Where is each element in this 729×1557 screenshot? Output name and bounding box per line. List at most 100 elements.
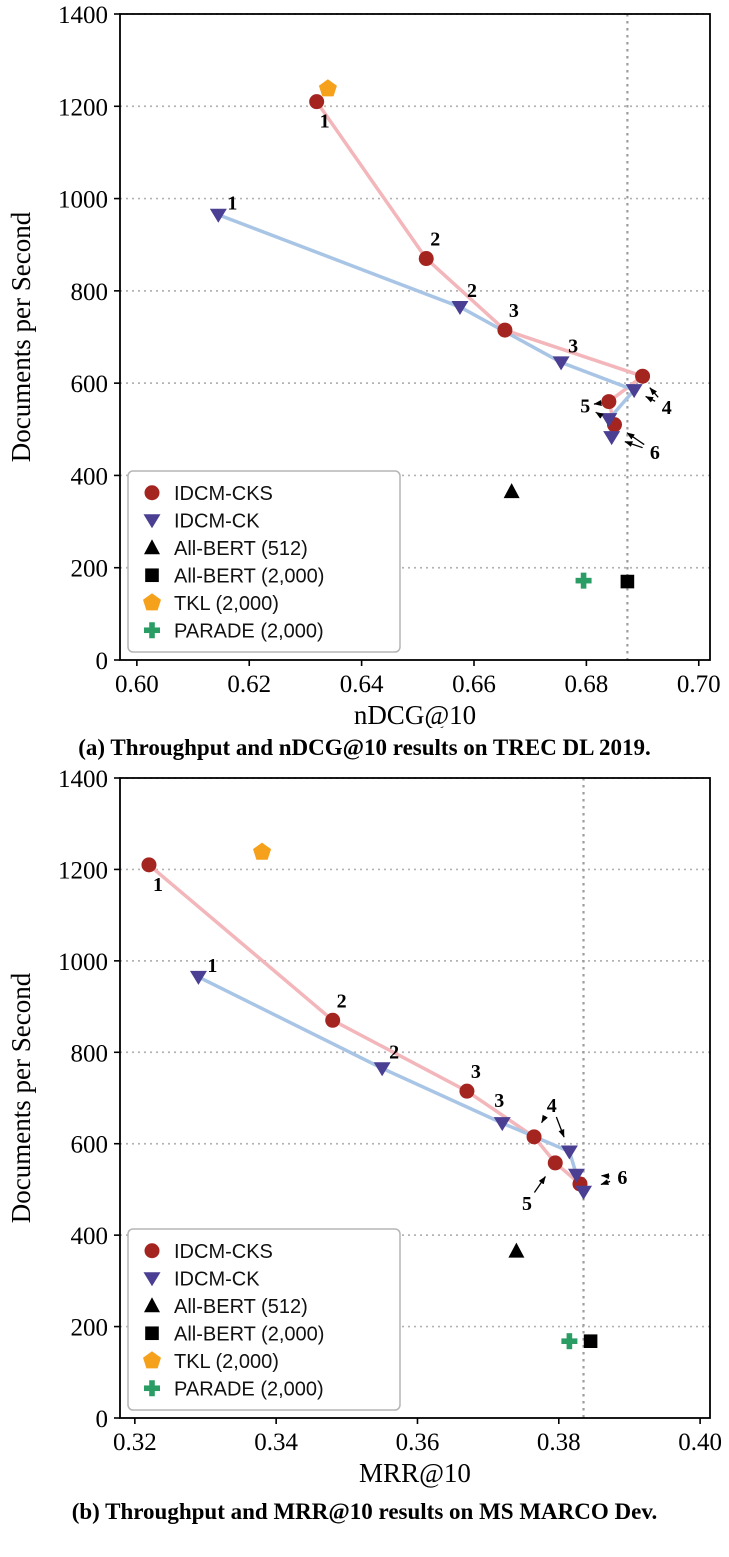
x-tick-label: 0.36 [396, 1429, 440, 1456]
x-tick-label: 0.62 [227, 671, 271, 698]
data-point [508, 1242, 525, 1258]
series-idcm-ck: 1 2 3 [189, 955, 593, 1200]
point-label: 1 [227, 193, 237, 215]
legend-marker-idcm-ck [143, 514, 161, 529]
data-point [253, 842, 272, 860]
point-label: 2 [389, 1041, 399, 1063]
annotations: 4 5 6 [580, 387, 672, 464]
legend-marker-all-bert-512 [144, 539, 160, 555]
annotation-label: 6 [650, 442, 660, 464]
x-tick-label: 0.64 [340, 671, 384, 698]
legend-label-all-bert-512: All-BERT (512) [174, 538, 308, 560]
y-tick-label: 800 [71, 279, 109, 306]
axis-ticks: 0.32 0.34 0.36 0.38 0.40 0 200 400 600 800 1000 120… [58, 768, 722, 1456]
series-parade-2-000 [575, 572, 592, 589]
legend-label-all-bert-2-000: All-BERT (2,000) [174, 565, 324, 587]
legend-label-parade-2-000: PARADE (2,000) [174, 620, 324, 642]
y-tick-label: 1200 [58, 857, 108, 884]
y-tick-label: 1200 [58, 94, 108, 121]
y-tick-label: 600 [71, 1132, 109, 1159]
series-tkl-2-000 [253, 842, 272, 860]
data-point [493, 1117, 511, 1132]
legend: IDCM-CKS IDCM-CK All-BERT (512) All-BERT (2… [127, 470, 401, 653]
y-tick-label: 400 [71, 1223, 109, 1250]
annotation-label: 4 [662, 397, 672, 419]
data-point [189, 970, 207, 985]
data-point [583, 1334, 598, 1348]
legend-label-idcm-ck: IDCM-CK [174, 510, 260, 532]
data-point [567, 1168, 585, 1183]
point-label: 2 [467, 280, 477, 302]
data-point [603, 431, 621, 446]
legend-marker-idcm-ck [143, 1272, 161, 1287]
series-line-idcm-cks [147, 863, 582, 1186]
data-point [575, 572, 592, 589]
legend-label-idcm-cks: IDCM-CKS [174, 1241, 273, 1263]
legend-label-all-bert-512: All-BERT (512) [174, 1296, 308, 1318]
legend-marker-all-bert-2-000 [145, 568, 159, 583]
data-point [209, 208, 227, 223]
series-idcm-cks: 1 2 3 [309, 94, 651, 433]
series-parade-2-000 [561, 1333, 578, 1350]
annotation-label: 6 [617, 1167, 627, 1189]
legend-label-tkl-2-000: TKL (2,000) [174, 593, 279, 615]
plot-border [119, 777, 711, 1419]
x-axis-label: nDCG@10 [354, 700, 476, 728]
plot-border [119, 13, 711, 661]
legend-marker-parade-2-000 [144, 622, 160, 639]
point-label: 2 [337, 990, 347, 1012]
axis-ticks: 0.60 0.62 0.64 0.66 0.68 0.70 0 200 400 600 800 100… [58, 2, 721, 698]
y-tick-label: 1400 [58, 768, 108, 793]
legend-label-all-bert-2-000: All-BERT (2,000) [174, 1323, 324, 1345]
point-label: 1 [153, 874, 163, 896]
series-idcm-ck: 1 2 3 [209, 193, 643, 446]
series-all-bert-512 [503, 483, 520, 499]
x-tick-label: 0.60 [115, 671, 159, 698]
point-label: 1 [320, 111, 330, 133]
y-tick-label: 1000 [58, 949, 108, 976]
x-tick-label: 0.34 [254, 1429, 298, 1456]
x-tick-label: 0.66 [452, 671, 496, 698]
data-point [309, 94, 325, 110]
ndcg-throughput-chart: 1 2 3 1 2 3 4 5 6 0.60 0.62 0.64 0.66 0.68 0.70 0 200 400… [6, 2, 721, 728]
data-point [601, 394, 617, 410]
series-line-idcm-ck [197, 975, 586, 1193]
legend-label-idcm-cks: IDCM-CKS [174, 483, 273, 505]
y-tick-label: 200 [71, 1315, 109, 1342]
data-point [459, 1083, 475, 1099]
x-tick-label: 0.38 [537, 1429, 581, 1456]
data-point [325, 1012, 341, 1028]
figure-a: 1 2 3 1 2 3 4 5 6 0.60 0.62 0.64 0.66 0.68 0.70 0 200 400… [0, 0, 729, 768]
y-tick-label: 1000 [58, 187, 108, 214]
figure-b: 1 2 3 1 2 3 4 5 6 0.32 0.34 0.36 0.38 0.40 0 200 400 600 8… [0, 768, 729, 1532]
legend-marker-all-bert-2-000 [145, 1326, 159, 1341]
data-point [526, 1129, 542, 1145]
series-all-bert-512 [508, 1242, 525, 1258]
legend: IDCM-CKS IDCM-CK All-BERT (512) All-BERT (2… [127, 1228, 401, 1411]
x-tick-label: 0.68 [565, 671, 609, 698]
y-tick-label: 0 [96, 648, 109, 675]
annotation-label: 4 [547, 1095, 557, 1117]
data-point [497, 322, 513, 338]
series-tkl-2-000 [318, 79, 337, 97]
point-label: 1 [207, 955, 217, 977]
data-point [451, 301, 469, 316]
y-axis-label: Documents per Second [6, 211, 36, 462]
legend-label-idcm-ck: IDCM-CK [174, 1268, 260, 1290]
legend-box [127, 470, 401, 653]
series-idcm-cks: 1 2 3 [141, 857, 588, 1192]
data-point [600, 413, 618, 428]
caption-b: (b) Throughput and MRR@10 results on MS … [71, 1499, 658, 1524]
caption-a: (a) Throughput and nDCG@10 results on TR… [78, 735, 651, 760]
legend-marker-idcm-cks [144, 1243, 160, 1259]
series-all-bert-2-000 [620, 574, 635, 589]
annotation-label: 5 [522, 1193, 532, 1215]
data-point [635, 368, 651, 384]
y-tick-label: 800 [71, 1040, 109, 1067]
y-tick-label: 1400 [58, 2, 108, 29]
data-point [503, 483, 520, 499]
legend-box [127, 1228, 401, 1411]
data-point [625, 384, 643, 399]
point-label: 3 [568, 335, 578, 357]
